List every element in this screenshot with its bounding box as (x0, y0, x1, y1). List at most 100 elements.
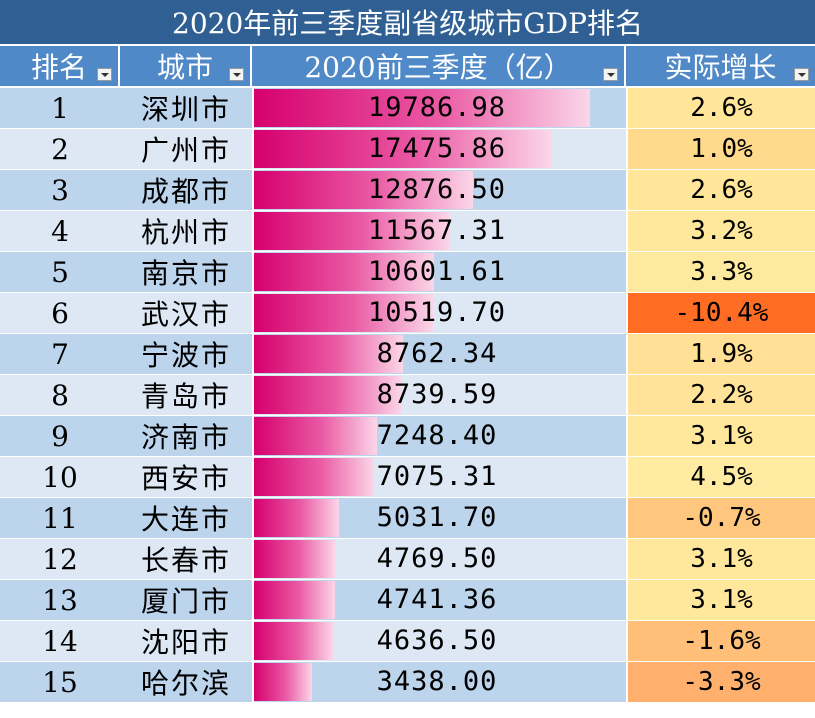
growth-cell: 2.2% (626, 375, 815, 415)
gdp-value-label: 11567.31 (367, 215, 507, 246)
gdp-data-bar (254, 581, 335, 619)
gdp-cell: 7075.31 (252, 457, 626, 497)
gdp-data-bar (254, 622, 333, 660)
growth-cell: 1.0% (626, 129, 815, 169)
table-row[interactable]: 15 哈尔滨 3438.00 -3.3% (0, 662, 815, 703)
table-row[interactable]: 12 长春市 4769.50 3.1% (0, 539, 815, 580)
city-cell: 西安市 (140, 462, 231, 495)
growth-cell: -3.3% (626, 662, 815, 702)
growth-cell: 2.6% (626, 170, 815, 210)
growth-cell: -0.7% (626, 498, 815, 538)
rank-cell: 10 (42, 460, 78, 494)
gdp-data-bar (254, 294, 433, 332)
gdp-data-bar (254, 335, 403, 373)
gdp-value-label: 5031.70 (376, 502, 498, 533)
gdp-value-label: 3438.00 (376, 666, 498, 697)
growth-cell: 3.1% (626, 416, 815, 456)
gdp-data-bar (254, 253, 434, 291)
gdp-filter-dropdown-icon[interactable] (603, 68, 618, 81)
growth-cell: 3.1% (626, 580, 815, 620)
gdp-data-bar (254, 130, 551, 168)
rank-cell: 15 (42, 665, 78, 699)
header-rank: 排名 (0, 46, 120, 86)
table-row[interactable]: 4 杭州市 11567.31 3.2% (0, 211, 815, 252)
gdp-value-label: 17475.86 (367, 133, 507, 164)
gdp-cell: 4769.50 (252, 539, 626, 579)
table-row[interactable]: 14 沈阳市 4636.50 -1.6% (0, 621, 815, 662)
rank-filter-dropdown-icon[interactable] (97, 68, 112, 81)
gdp-value-label: 8739.59 (376, 379, 498, 410)
city-cell: 沈阳市 (140, 626, 231, 659)
growth-cell: 1.9% (626, 334, 815, 374)
gdp-data-bar (254, 212, 450, 250)
gdp-cell: 4636.50 (252, 621, 626, 661)
gdp-cell: 11567.31 (252, 211, 626, 251)
header-city-label: 城市 (156, 51, 213, 84)
city-cell: 广州市 (140, 134, 231, 167)
table-row[interactable]: 1 深圳市 19786.98 2.6% (0, 88, 815, 129)
city-cell: 武汉市 (140, 298, 231, 331)
gdp-value-label: 7075.31 (376, 461, 498, 492)
city-cell: 厦门市 (140, 585, 231, 618)
city-cell: 宁波市 (140, 339, 231, 372)
city-cell: 杭州市 (140, 216, 231, 249)
gdp-cell: 19786.98 (252, 88, 626, 128)
growth-cell: 4.5% (626, 457, 815, 497)
table-body: 1 深圳市 19786.98 2.6% 2 广州市 17475.86 1.0% 3 成都市 1287… (0, 88, 815, 703)
gdp-data-bar (254, 417, 377, 455)
header-growth: 实际增长 (626, 46, 815, 86)
table-row[interactable]: 10 西安市 7075.31 4.5% (0, 457, 815, 498)
growth-cell: 3.3% (626, 252, 815, 292)
gdp-cell: 7248.40 (252, 416, 626, 456)
table-row[interactable]: 5 南京市 10601.61 3.3% (0, 252, 815, 293)
table-row[interactable]: 6 武汉市 10519.70 -10.4% (0, 293, 815, 334)
gdp-value-label: 8762.34 (376, 338, 498, 369)
growth-cell: -10.4% (626, 293, 815, 333)
table-row[interactable]: 8 青岛市 8739.59 2.2% (0, 375, 815, 416)
growth-cell: 2.6% (626, 88, 815, 128)
gdp-data-bar (254, 458, 374, 496)
gdp-data-bar (254, 499, 339, 537)
gdp-cell: 10601.61 (252, 252, 626, 292)
gdp-cell: 8762.34 (252, 334, 626, 374)
header-city: 城市 (120, 46, 252, 86)
gdp-cell: 3438.00 (252, 662, 626, 702)
city-cell: 大连市 (140, 503, 231, 536)
gdp-value-label: 12876.50 (367, 174, 507, 205)
gdp-cell: 17475.86 (252, 129, 626, 169)
city-filter-dropdown-icon[interactable] (229, 68, 244, 81)
gdp-cell: 5031.70 (252, 498, 626, 538)
sheet-title: 2020年前三季度副省级城市GDP排名 (0, 0, 815, 44)
city-cell: 哈尔滨 (140, 667, 231, 700)
rank-cell: 4 (51, 214, 69, 248)
header-rank-label: 排名 (30, 51, 87, 84)
city-cell: 济南市 (140, 421, 231, 454)
gdp-value-label: 4741.36 (376, 584, 498, 615)
table-row[interactable]: 11 大连市 5031.70 -0.7% (0, 498, 815, 539)
city-cell: 深圳市 (140, 93, 231, 126)
rank-cell: 13 (42, 583, 78, 617)
growth-cell: 3.1% (626, 539, 815, 579)
table-row[interactable]: 2 广州市 17475.86 1.0% (0, 129, 815, 170)
gdp-data-bar (254, 376, 402, 414)
gdp-value-label: 7248.40 (376, 420, 498, 451)
header-row: 排名 城市 2020前三季度（亿） 实际增长 (0, 46, 815, 86)
rank-cell: 9 (51, 419, 69, 453)
table-row[interactable]: 13 厦门市 4741.36 3.1% (0, 580, 815, 621)
table-row[interactable]: 3 成都市 12876.50 2.6% (0, 170, 815, 211)
growth-filter-dropdown-icon[interactable] (794, 68, 809, 81)
rank-cell: 12 (42, 542, 78, 576)
rank-cell: 6 (51, 296, 69, 330)
table-row[interactable]: 9 济南市 7248.40 3.1% (0, 416, 815, 457)
city-cell: 青岛市 (140, 380, 231, 413)
growth-cell: 3.2% (626, 211, 815, 251)
gdp-value-label: 10601.61 (367, 256, 507, 287)
rank-cell: 11 (42, 501, 78, 535)
table-row[interactable]: 7 宁波市 8762.34 1.9% (0, 334, 815, 375)
rank-cell: 5 (51, 255, 69, 289)
rank-cell: 1 (51, 91, 69, 125)
city-cell: 成都市 (140, 175, 231, 208)
rank-cell: 3 (51, 173, 69, 207)
gdp-value-label: 10519.70 (367, 297, 507, 328)
